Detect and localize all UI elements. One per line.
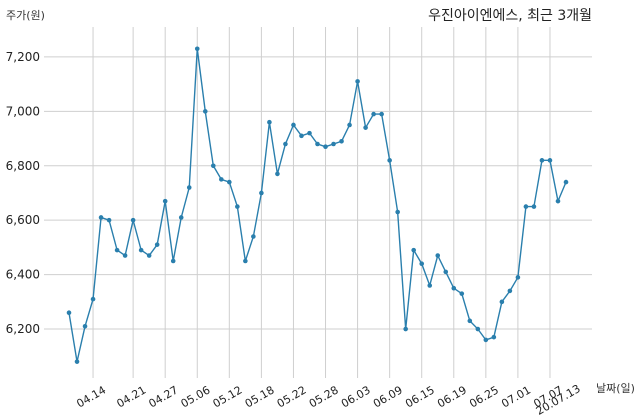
data-point — [363, 125, 368, 130]
data-point — [275, 171, 280, 177]
data-point — [467, 318, 473, 324]
x-tick-label: 06.25 — [467, 383, 501, 410]
data-point — [547, 158, 553, 163]
data-point — [130, 217, 136, 223]
data-point — [491, 334, 497, 340]
data-point — [443, 269, 449, 275]
data-point — [515, 275, 521, 280]
y-tick-label: 7,200 — [6, 50, 40, 64]
x-tick-label: 04.27 — [147, 383, 181, 410]
data-point — [90, 296, 96, 302]
data-point — [323, 144, 328, 150]
data-point — [162, 198, 168, 204]
data-point — [315, 141, 320, 147]
data-point — [178, 215, 184, 220]
data-point — [371, 111, 376, 117]
y-tick-labels: 6,200 6,400 6,600 6,800 7,000 7,200 — [6, 50, 40, 336]
y-tick-label: 6,400 — [6, 268, 40, 282]
data-point — [411, 247, 416, 253]
x-tick-labels: 04.14 04.2104.2705.0605.1205.1805.2205.28… — [74, 382, 582, 418]
data-point — [251, 234, 256, 239]
data-point — [523, 204, 529, 209]
data-point — [259, 190, 264, 196]
data-point — [219, 177, 224, 182]
data-point — [395, 209, 400, 215]
x-tick-label: 06.15 — [403, 383, 437, 410]
data-point — [283, 141, 288, 147]
data-point — [170, 258, 176, 264]
data-point — [459, 291, 465, 296]
data-point — [507, 288, 513, 294]
data-point — [451, 285, 457, 291]
data-point — [194, 46, 200, 52]
data-point — [235, 204, 240, 209]
grid — [44, 27, 592, 378]
data-point — [227, 179, 232, 185]
data-point — [138, 247, 144, 253]
data-point — [419, 261, 425, 267]
y-tick-label: 6,200 — [6, 322, 40, 336]
data-point — [483, 337, 489, 343]
data-point — [82, 324, 88, 329]
x-tick-label: 07.01 — [499, 383, 533, 410]
x-tick-label: 04.14 — [74, 383, 108, 410]
data-point — [114, 247, 120, 253]
x-tick-label: 04.21 — [114, 383, 148, 410]
data-point — [146, 253, 152, 258]
data-point — [563, 179, 569, 185]
data-point — [291, 122, 296, 128]
y-axis-label: 주가(원) — [6, 9, 45, 22]
x-tick-label: 05.28 — [307, 383, 341, 410]
data-point — [210, 163, 216, 169]
data-point — [202, 109, 208, 114]
data-point — [307, 130, 312, 136]
data-point — [154, 242, 160, 247]
data-point — [355, 79, 360, 84]
x-tick-label: 05.12 — [211, 383, 245, 410]
price-points — [66, 46, 569, 364]
y-tick-label: 6,600 — [6, 213, 40, 227]
data-point — [555, 198, 561, 204]
data-point — [243, 258, 248, 264]
data-point — [186, 185, 192, 190]
x-tick-label: 05.18 — [243, 383, 277, 410]
data-point — [387, 158, 392, 163]
x-tick-label: 06.19 — [435, 383, 469, 410]
y-tick-label: 6,800 — [6, 159, 40, 173]
data-point — [339, 138, 344, 144]
data-point — [98, 215, 104, 220]
data-point — [427, 283, 433, 288]
data-point — [331, 141, 336, 147]
price-series-line — [68, 48, 567, 362]
x-tick-label: 05.06 — [179, 383, 213, 410]
chart-title: 우진아이엔에스, 최근 3개월 — [428, 8, 592, 24]
x-tick-label: 06.09 — [371, 383, 405, 410]
data-point — [66, 310, 72, 315]
data-point — [299, 133, 304, 139]
x-tick-label: 06.03 — [339, 383, 373, 410]
data-point — [379, 111, 384, 117]
data-point — [539, 158, 545, 163]
data-point — [499, 299, 505, 305]
data-point — [122, 253, 128, 258]
x-tick-label: 05.22 — [275, 383, 309, 410]
data-point — [106, 217, 112, 223]
data-point — [403, 326, 408, 332]
data-point — [347, 122, 352, 128]
data-point — [74, 359, 80, 364]
data-point — [531, 204, 537, 209]
x-axis-label: 날짜(일) — [596, 381, 635, 395]
data-point — [435, 253, 441, 258]
data-point — [475, 326, 481, 332]
data-point — [267, 119, 272, 125]
y-tick-label: 7,000 — [6, 104, 40, 118]
